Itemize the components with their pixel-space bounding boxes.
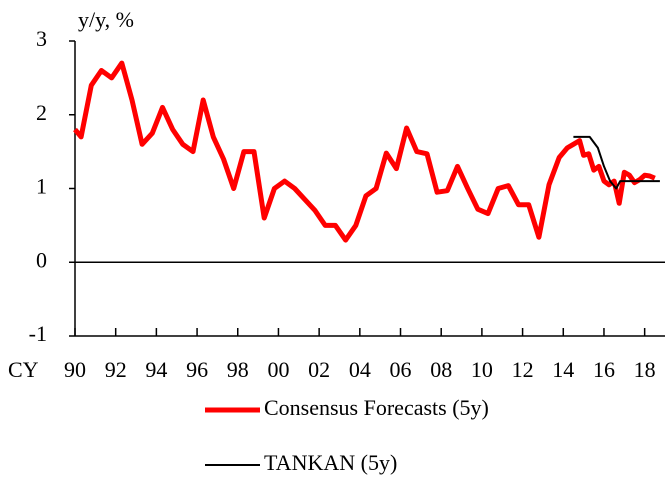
x-tick-label: 00: [267, 357, 289, 382]
x-tick-label: 14: [552, 357, 574, 382]
series-line: [73, 60, 656, 243]
y-tick-label: 0: [36, 247, 47, 272]
x-tick-label: 92: [105, 357, 127, 382]
x-tick-label: 18: [634, 357, 656, 382]
x-tick-label: 90: [64, 357, 86, 382]
legend-label: Consensus Forecasts (5y): [264, 395, 489, 420]
y-tick-label: 3: [36, 26, 47, 51]
legend-label: TANKAN (5y): [264, 450, 397, 475]
x-tick-label: 08: [430, 357, 452, 382]
x-tick-label: 94: [145, 357, 167, 382]
x-tick-label: 16: [593, 357, 615, 382]
x-axis-label: CY: [8, 357, 39, 382]
x-tick-label: 06: [390, 357, 412, 382]
y-tick-label: 2: [36, 100, 47, 125]
series-line: [573, 135, 660, 190]
y-tick-label: -1: [29, 321, 47, 346]
x-tick-label: 02: [308, 357, 330, 382]
x-tick-label: 10: [471, 357, 493, 382]
x-tick-label: 12: [512, 357, 534, 382]
y-tick-label: 1: [36, 174, 47, 199]
x-tick-label: 96: [186, 357, 208, 382]
x-tick-label: 04: [349, 357, 371, 382]
x-tick-label: 98: [227, 357, 249, 382]
y-axis-label: y/y, %: [78, 7, 134, 32]
